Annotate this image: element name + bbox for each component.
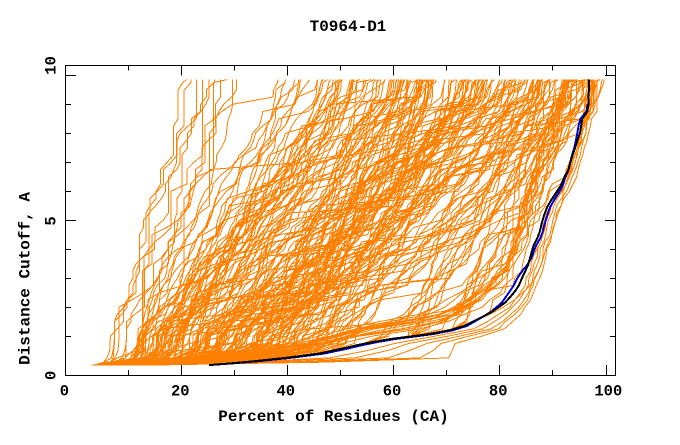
- svg-text:5: 5: [42, 216, 60, 225]
- svg-text:Percent of Residues (CA): Percent of Residues (CA): [218, 408, 448, 426]
- svg-text:100: 100: [594, 383, 622, 401]
- svg-text:0: 0: [60, 383, 69, 401]
- svg-text:80: 80: [489, 383, 508, 401]
- svg-text:20: 20: [171, 383, 190, 401]
- svg-text:40: 40: [276, 383, 295, 401]
- svg-text:Distance Cutoff, A: Distance Cutoff, A: [17, 192, 35, 365]
- svg-text:60: 60: [383, 383, 402, 401]
- svg-text:10: 10: [42, 56, 60, 75]
- svg-text:0: 0: [42, 371, 60, 380]
- svg-text:T0964-D1: T0964-D1: [310, 18, 387, 36]
